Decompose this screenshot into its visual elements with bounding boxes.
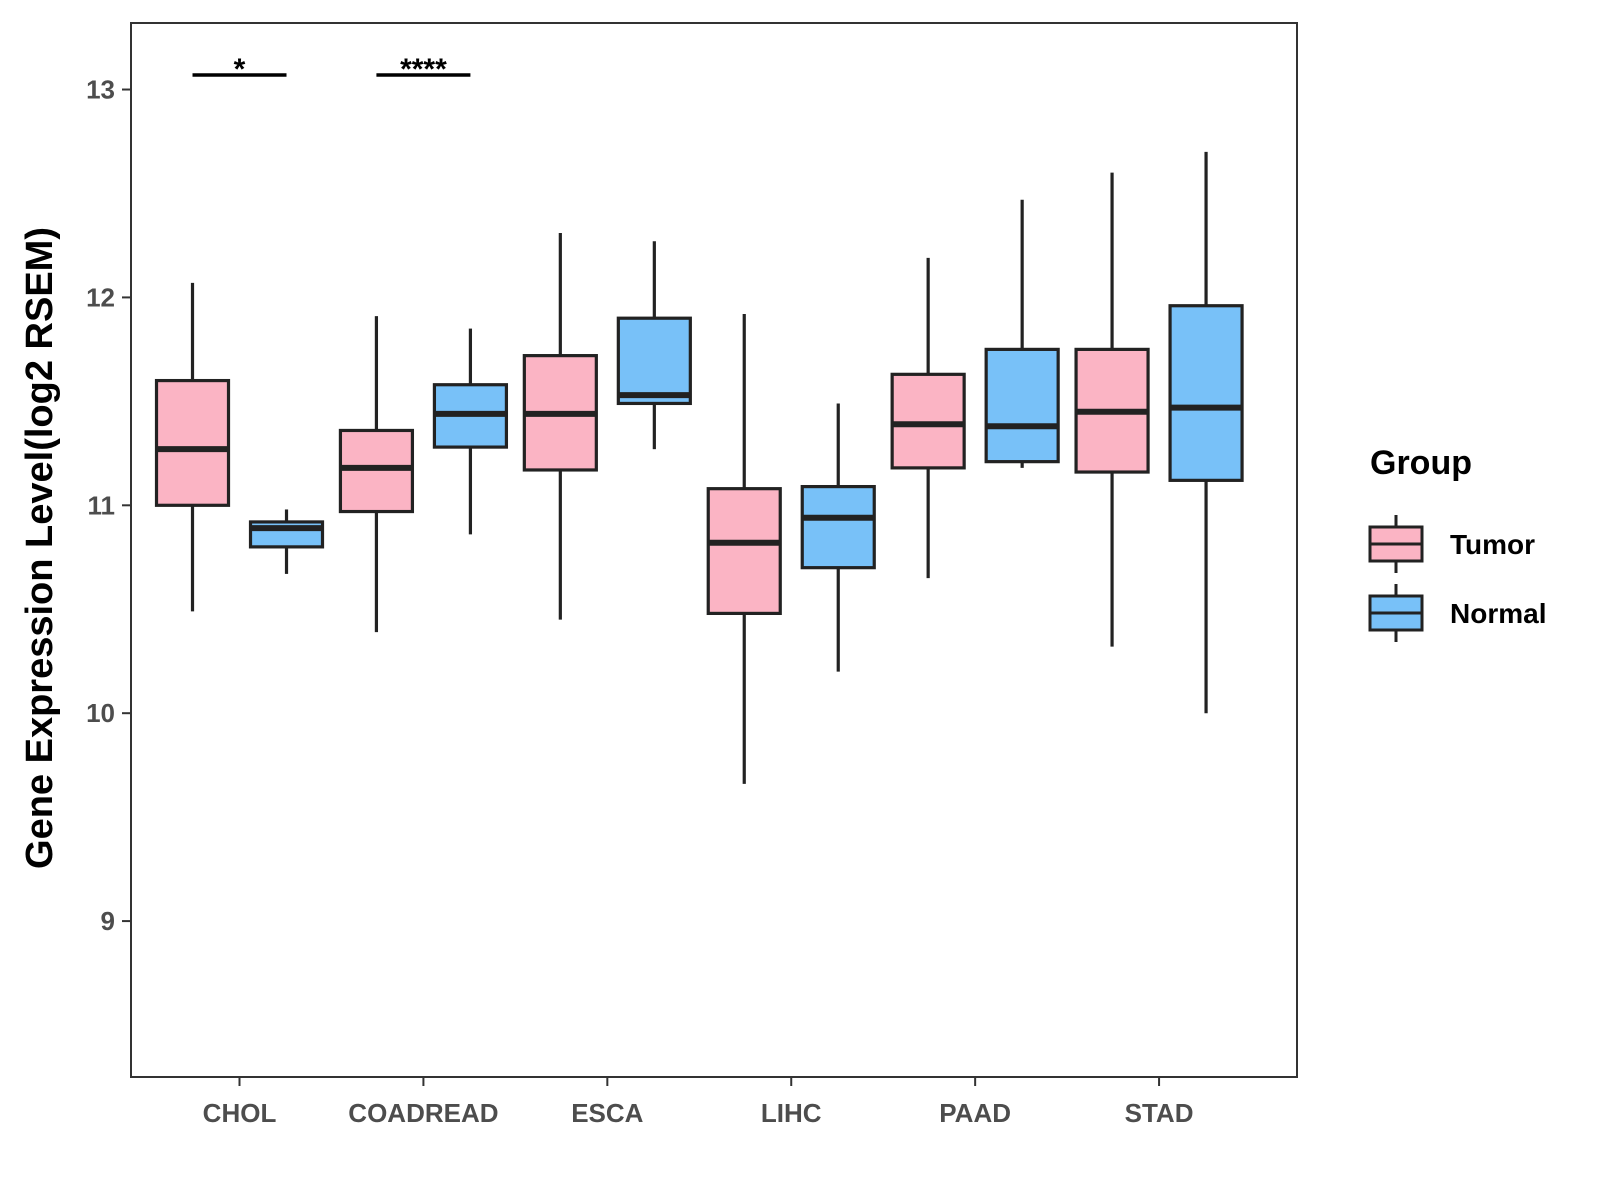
legend: Group Tumor Normal xyxy=(1368,444,1546,642)
box-body xyxy=(706,487,782,616)
x-tick-label: LIHC xyxy=(761,1098,822,1128)
significance-label: **** xyxy=(400,53,447,86)
y-tick-label: 13 xyxy=(86,75,115,105)
significance-label: * xyxy=(234,53,246,86)
box-normal-lihc xyxy=(800,403,876,672)
box-tumor-esca xyxy=(522,232,598,620)
y-tick-label: 9 xyxy=(101,906,115,936)
legend-label: Tumor xyxy=(1450,529,1535,560)
y-axis: 9 10 11 12 13 xyxy=(86,75,131,936)
box-normal-paad xyxy=(984,199,1060,468)
x-axis: CHOL COADREAD ESCA LIHC PAAD STAD xyxy=(203,1077,1194,1128)
y-tick-label: 10 xyxy=(86,698,115,728)
box-body xyxy=(338,428,415,514)
box-tumor-coadread xyxy=(338,316,415,633)
x-tick-label: PAAD xyxy=(939,1098,1011,1128)
plot-panel xyxy=(130,22,1298,1078)
legend-label: Normal xyxy=(1450,598,1546,629)
y-tick-label: 12 xyxy=(86,282,115,312)
legend-item-normal: Normal xyxy=(1368,584,1546,642)
legend-title: Group xyxy=(1370,444,1472,482)
x-tick-label: STAD xyxy=(1125,1098,1194,1128)
box-body xyxy=(800,484,876,570)
box-normal-chol xyxy=(248,509,325,574)
legend-item-tumor: Tumor xyxy=(1368,515,1535,573)
box-body xyxy=(890,372,966,470)
box-body xyxy=(1168,304,1244,482)
box-normal-coadread xyxy=(432,328,509,535)
box-body xyxy=(154,378,231,507)
box-body xyxy=(984,347,1060,464)
box-tumor-paad xyxy=(890,257,966,579)
box-layer xyxy=(154,151,1244,784)
y-tick-label: 11 xyxy=(88,490,116,520)
box-tumor-chol xyxy=(154,282,231,612)
box-normal-stad xyxy=(1168,151,1244,714)
significance-layer: * **** xyxy=(192,53,471,86)
box-normal-esca xyxy=(616,241,692,450)
box-body xyxy=(616,316,692,406)
x-tick-label: CHOL xyxy=(203,1098,277,1128)
x-tick-label: COADREAD xyxy=(348,1098,498,1128)
y-axis-title: Gene Expression Level(log2 RSEM) xyxy=(19,227,61,869)
box-tumor-lihc xyxy=(706,314,782,784)
x-tick-label: ESCA xyxy=(571,1098,643,1128)
box-tumor-stad xyxy=(1074,172,1150,647)
plot-border xyxy=(130,22,1298,1078)
